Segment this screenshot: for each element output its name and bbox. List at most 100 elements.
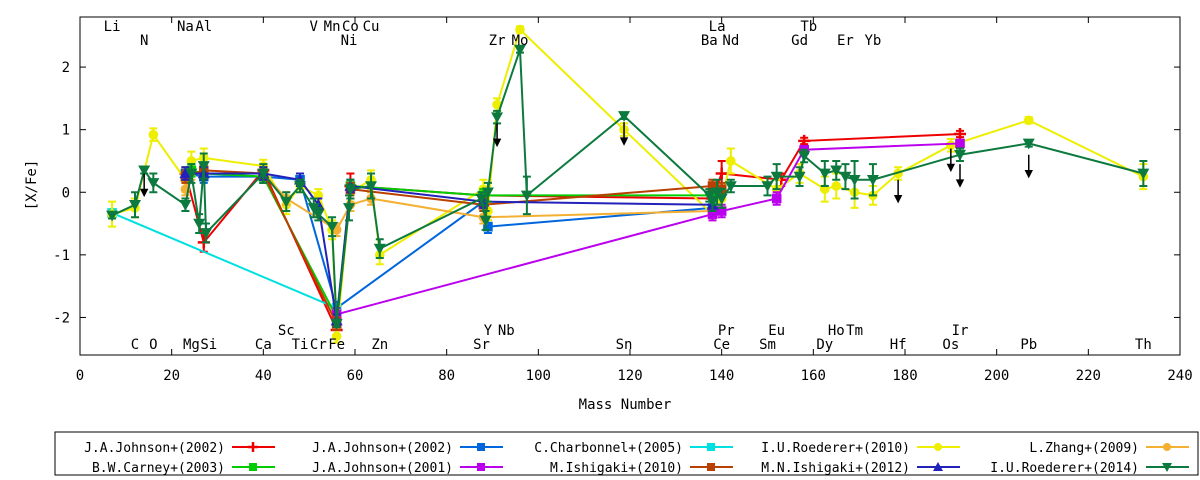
data-point bbox=[830, 165, 843, 177]
data-point bbox=[1023, 115, 1034, 126]
element-label-top: Mn bbox=[324, 19, 341, 35]
data-point bbox=[933, 462, 943, 471]
legend-entry-label: I.U.Roederer+(2010) bbox=[761, 441, 910, 456]
data-point bbox=[726, 156, 736, 166]
x-tick-label: 0 bbox=[76, 368, 84, 384]
element-label-top: Li bbox=[104, 19, 121, 35]
data-point bbox=[294, 181, 306, 192]
y-tick-label: 2 bbox=[62, 60, 70, 76]
element-label-top: Gd bbox=[791, 33, 808, 49]
data-point bbox=[618, 111, 631, 122]
element-label-bottom: Mg bbox=[183, 337, 200, 353]
data-series bbox=[179, 128, 966, 338]
axes: 0 20 40 60 80 100 120 140 160 180 200 220 240 -2 -1 0 1 2 bbox=[53, 16, 1193, 384]
element-label-bottom: Sr bbox=[473, 337, 490, 353]
data-point bbox=[761, 181, 774, 192]
legend-entry-label: B.W.Carney+(2003) bbox=[92, 461, 225, 476]
y-axis-label: [X/Fe] bbox=[24, 160, 40, 211]
element-label-bottom: O bbox=[149, 337, 157, 353]
x-tick-label: 140 bbox=[709, 368, 734, 384]
element-label-bottom: Sm bbox=[759, 337, 776, 353]
data-point bbox=[1163, 443, 1171, 451]
element-label-top: Zr bbox=[489, 33, 506, 49]
x-tick-label: 200 bbox=[984, 368, 1009, 384]
element-label-top: Mo bbox=[512, 33, 529, 49]
data-point bbox=[520, 190, 533, 202]
data-point bbox=[848, 174, 861, 186]
series-line bbox=[111, 211, 338, 309]
data-point bbox=[479, 215, 492, 227]
legend-entry-label: M.N.Ishigaki+(2012) bbox=[761, 461, 910, 476]
upper-limit-arrow bbox=[946, 148, 956, 173]
element-label-top: Na bbox=[177, 19, 194, 35]
element-label-bottom: Ca bbox=[255, 337, 272, 353]
element-label-bottom: Ti bbox=[292, 337, 309, 353]
element-label-top: Er bbox=[837, 33, 854, 49]
data-point bbox=[200, 228, 213, 239]
data-point bbox=[343, 203, 356, 214]
data-point bbox=[248, 442, 258, 452]
data-point bbox=[866, 174, 879, 186]
data-point bbox=[954, 128, 966, 141]
data-point bbox=[954, 149, 966, 161]
data-point bbox=[477, 443, 485, 451]
element-label-bottom: Ce bbox=[713, 337, 730, 353]
data-point bbox=[798, 151, 811, 162]
data-point bbox=[179, 167, 192, 179]
data-point bbox=[365, 181, 378, 192]
y-tick-label: -2 bbox=[53, 310, 70, 326]
data-point bbox=[475, 193, 488, 205]
data-series bbox=[186, 163, 718, 325]
x-tick-label: 220 bbox=[1076, 368, 1101, 384]
element-label-top: Co bbox=[342, 19, 359, 35]
upper-limit-arrow bbox=[492, 123, 502, 148]
upper-limit-arrow bbox=[619, 122, 629, 146]
element-label-top: La bbox=[709, 19, 726, 35]
data-point bbox=[818, 168, 831, 180]
element-label-bottom: Os bbox=[942, 337, 959, 353]
data-point bbox=[715, 193, 728, 205]
data-point bbox=[147, 178, 160, 189]
element-label-bottom: Y bbox=[484, 323, 493, 339]
x-tick-label: 160 bbox=[801, 368, 826, 384]
x-tick-label: 60 bbox=[347, 368, 364, 384]
element-label-bottom: Nb bbox=[498, 323, 515, 339]
element-label-top: Tb bbox=[800, 19, 817, 35]
element-label-top: Cu bbox=[363, 19, 380, 35]
element-label-bottom: Pr bbox=[718, 323, 735, 339]
data-series bbox=[180, 166, 718, 316]
data-point bbox=[481, 187, 494, 199]
element-label-bottom: Cr bbox=[310, 337, 327, 353]
data-point bbox=[716, 206, 727, 216]
data-point bbox=[331, 331, 342, 342]
element-label-bottom: Sn bbox=[616, 337, 633, 353]
x-tick-label: 180 bbox=[892, 368, 917, 384]
data-point bbox=[491, 112, 504, 124]
data-point bbox=[483, 221, 493, 232]
x-tick-label: 240 bbox=[1167, 368, 1192, 384]
data-point bbox=[179, 199, 192, 211]
data-point bbox=[326, 221, 339, 233]
element-label-top: Al bbox=[195, 19, 212, 35]
data-point bbox=[515, 24, 525, 35]
data-series bbox=[331, 138, 965, 322]
element-label-bottom: Hf bbox=[890, 337, 907, 353]
x-tick-label: 100 bbox=[526, 368, 551, 384]
data-point bbox=[1162, 463, 1172, 472]
y-tick-label: 0 bbox=[62, 185, 70, 201]
element-label-top: Ni bbox=[341, 33, 358, 49]
plot-area bbox=[106, 24, 1150, 344]
y-tick-label: -1 bbox=[53, 248, 70, 264]
data-point bbox=[1022, 138, 1035, 150]
data-point bbox=[707, 463, 715, 471]
data-point bbox=[249, 463, 257, 471]
data-point bbox=[839, 171, 852, 183]
data-point bbox=[793, 171, 806, 183]
data-point bbox=[514, 44, 526, 56]
element-label-top: Ba bbox=[701, 33, 718, 49]
x-tick-label: 20 bbox=[163, 368, 180, 384]
data-point bbox=[185, 168, 198, 180]
data-point bbox=[373, 243, 386, 255]
element-label-bottom: Ho bbox=[828, 323, 845, 339]
